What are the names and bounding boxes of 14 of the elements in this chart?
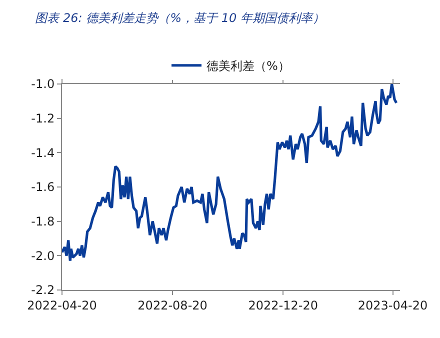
x-tick-label: 2023-04-20 xyxy=(358,298,428,312)
x-tick-label: 2022-04-20 xyxy=(27,298,97,312)
legend-label: 德美利差（%） xyxy=(206,59,290,74)
y-tick-label: -2.2 xyxy=(31,283,55,298)
line-series xyxy=(62,84,398,262)
y-tick-label: -1.2 xyxy=(31,112,55,126)
x-tick-label: 2022-12-20 xyxy=(248,298,318,312)
x-tick-label: 2022-08-20 xyxy=(138,298,208,312)
y-tick-label: -1.0 xyxy=(31,77,55,92)
chart-title: 图表 26: 德美利差走势（%，基于 10 年期国债利率） xyxy=(35,10,324,25)
y-tick-label: -1.8 xyxy=(31,214,55,229)
y-tick-label: -1.6 xyxy=(31,180,55,194)
y-tick-label: -1.4 xyxy=(31,146,55,160)
y-tick-label: -2.0 xyxy=(31,248,55,263)
